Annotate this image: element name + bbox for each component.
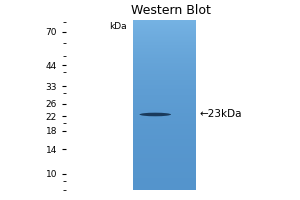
Bar [133, 70, 196, 71]
Bar [133, 77, 196, 78]
Title: Western Blot: Western Blot [131, 4, 211, 17]
Bar [133, 45, 196, 46]
Bar [133, 24, 196, 25]
Bar [133, 35, 196, 36]
Bar [133, 51, 196, 52]
Bar [133, 46, 196, 47]
Bar [133, 78, 196, 80]
Bar [133, 118, 196, 121]
Bar [133, 142, 196, 146]
Bar [133, 25, 196, 26]
Bar [133, 65, 196, 66]
Bar [133, 32, 196, 33]
Bar [133, 39, 196, 40]
Bar [133, 61, 196, 63]
Bar [133, 47, 196, 48]
Bar [133, 37, 196, 38]
Bar [133, 48, 196, 49]
Bar [133, 33, 196, 34]
Bar [133, 80, 196, 81]
Bar [133, 57, 196, 58]
Bar [133, 129, 196, 132]
Text: kDa: kDa [109, 22, 127, 31]
Bar [133, 158, 196, 162]
Bar [133, 36, 196, 37]
Bar [133, 58, 196, 59]
Bar [133, 86, 196, 88]
Bar [133, 184, 196, 190]
Bar [133, 116, 196, 118]
Bar [133, 22, 196, 23]
Ellipse shape [140, 113, 171, 116]
Bar [133, 81, 196, 83]
Bar [133, 97, 196, 99]
Bar [133, 31, 196, 32]
Bar [133, 109, 196, 111]
Bar [133, 162, 196, 167]
Bar [133, 64, 196, 65]
Bar [133, 42, 196, 43]
Bar [133, 63, 196, 64]
Bar [133, 132, 196, 135]
Bar [133, 30, 196, 31]
Bar [133, 76, 196, 77]
Bar [133, 172, 196, 178]
Bar [133, 44, 196, 45]
Bar [133, 85, 196, 86]
Bar [133, 26, 196, 27]
Bar [133, 52, 196, 53]
Bar [133, 71, 196, 73]
Bar [133, 50, 196, 51]
Bar [133, 103, 196, 105]
Bar [133, 107, 196, 109]
Bar [133, 53, 196, 54]
Bar [133, 89, 196, 91]
Bar [133, 28, 196, 29]
Bar [133, 167, 196, 172]
Bar [133, 38, 196, 39]
Bar [133, 68, 196, 69]
Bar [133, 29, 196, 30]
Bar [133, 60, 196, 61]
Bar [133, 41, 196, 42]
Bar [133, 93, 196, 95]
Bar [133, 121, 196, 124]
Bar [133, 83, 196, 85]
Bar [133, 66, 196, 68]
Bar [133, 105, 196, 107]
Bar [133, 40, 196, 41]
Bar [133, 150, 196, 154]
Bar [133, 23, 196, 24]
Bar [133, 88, 196, 89]
Bar [133, 34, 196, 35]
Bar [133, 135, 196, 139]
Bar [133, 55, 196, 56]
Bar [133, 54, 196, 55]
Bar [133, 27, 196, 28]
Bar [133, 146, 196, 150]
Bar [133, 126, 196, 129]
Bar [133, 74, 196, 76]
Bar [133, 113, 196, 116]
Bar [133, 124, 196, 126]
Bar [133, 73, 196, 74]
Bar [133, 139, 196, 142]
Bar [133, 154, 196, 158]
Bar [133, 99, 196, 100]
Bar [133, 100, 196, 103]
Bar [133, 111, 196, 113]
Bar [133, 43, 196, 44]
Bar [133, 21, 196, 22]
Bar [133, 69, 196, 70]
Bar [133, 56, 196, 57]
Bar [133, 91, 196, 93]
Bar [133, 95, 196, 97]
Bar [133, 59, 196, 60]
Bar [133, 49, 196, 50]
Bar [133, 20, 196, 21]
Text: ←23kDa: ←23kDa [199, 109, 242, 119]
Bar [133, 178, 196, 184]
